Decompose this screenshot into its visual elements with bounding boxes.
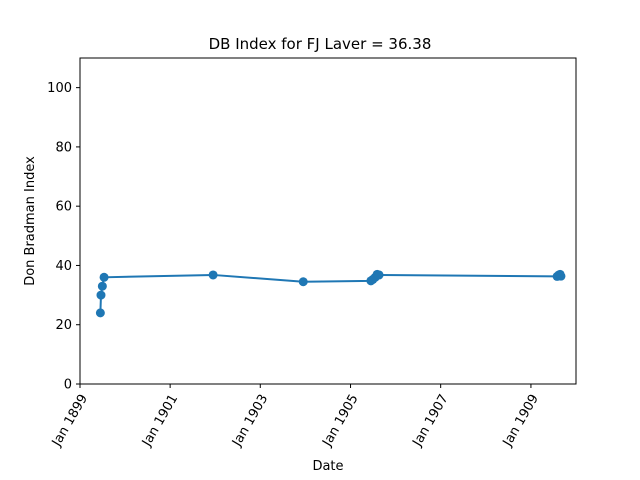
- x-tick-label: Jan 1907: [410, 392, 452, 450]
- y-tick-label: 20: [55, 318, 72, 333]
- data-point: [208, 270, 218, 280]
- data-point: [374, 270, 384, 280]
- x-tick-label: Jan 1901: [139, 392, 181, 450]
- x-axis-title: Date: [312, 459, 343, 474]
- x-axis: Jan 1899 Jan 1901 Jan 1903 Jan 1905 Jan 1907…: [49, 384, 542, 450]
- y-tick-label: 40: [55, 259, 72, 274]
- x-tick-label: Jan 1905: [319, 392, 361, 450]
- data-point: [298, 277, 308, 287]
- y-tick-label: 80: [55, 140, 72, 155]
- chart-title: DB Index for FJ Laver = 36.38: [209, 35, 432, 53]
- series-layer: [95, 269, 566, 318]
- data-point: [99, 272, 109, 282]
- y-tick-label: 0: [64, 378, 72, 393]
- x-tick-label: Jan 1909: [500, 392, 542, 450]
- data-point: [95, 308, 105, 318]
- x-tick-label: Jan 1899: [49, 392, 91, 450]
- data-point: [96, 290, 106, 300]
- y-axis-title: Don Bradman Index: [23, 156, 38, 286]
- series-line: [99, 273, 562, 313]
- y-tick-label: 100: [47, 81, 72, 96]
- x-tick-label: Jan 1903: [229, 392, 271, 450]
- plot-frame: [79, 57, 577, 385]
- y-tick-label: 60: [55, 200, 72, 215]
- y-axis: 0 20 40 60 80 100: [47, 81, 80, 393]
- data-point: [97, 281, 107, 291]
- data-point: [556, 271, 566, 281]
